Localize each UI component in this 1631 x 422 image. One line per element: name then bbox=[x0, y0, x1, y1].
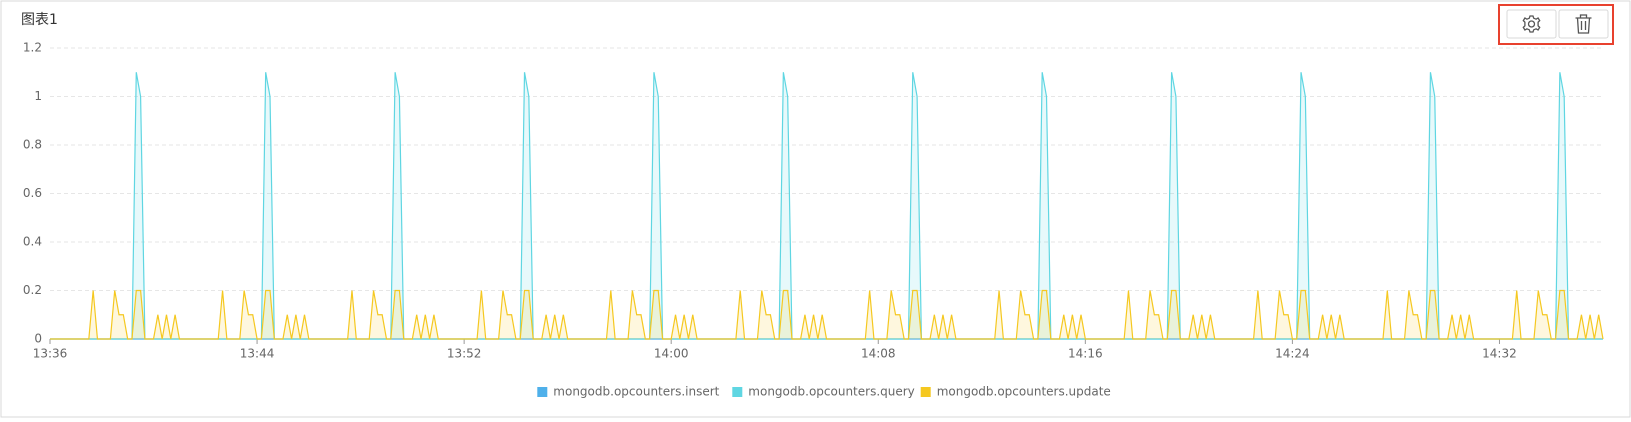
legend-swatch[interactable] bbox=[920, 387, 931, 397]
y-tick-label: 1.2 bbox=[23, 41, 42, 55]
y-tick-label: 1 bbox=[34, 89, 42, 103]
x-tick-label: 14:32 bbox=[1482, 347, 1517, 361]
highlight-box bbox=[1498, 4, 1614, 45]
gear-icon bbox=[1522, 15, 1541, 33]
legend-label[interactable]: mongodb.opcounters.query bbox=[748, 385, 914, 399]
y-tick-label: 0.4 bbox=[23, 235, 42, 249]
series-line bbox=[50, 289, 1604, 340]
x-tick-label: 14:08 bbox=[861, 347, 896, 361]
x-tick-label: 13:44 bbox=[240, 347, 275, 361]
toolbar bbox=[1498, 4, 1614, 45]
legend-label[interactable]: mongodb.opcounters.insert bbox=[553, 385, 719, 399]
trash-icon bbox=[1575, 14, 1592, 34]
y-tick-label: 0.8 bbox=[23, 138, 42, 152]
y-tick-label: 0.6 bbox=[23, 186, 42, 200]
x-tick-label: 14:00 bbox=[654, 347, 689, 361]
y-tick-label: 0 bbox=[34, 332, 42, 346]
legend-swatch[interactable] bbox=[732, 387, 743, 397]
settings-button[interactable] bbox=[1506, 9, 1557, 39]
x-tick-label: 14:16 bbox=[1068, 347, 1103, 361]
delete-button[interactable] bbox=[1558, 9, 1609, 39]
legend-label[interactable]: mongodb.opcounters.update bbox=[937, 385, 1111, 399]
legend-swatch[interactable] bbox=[537, 387, 548, 397]
x-tick-label: 13:36 bbox=[33, 347, 68, 361]
x-tick-label: 14:24 bbox=[1275, 347, 1310, 361]
chart-title: 图表1 bbox=[21, 12, 58, 28]
x-tick-label: 13:52 bbox=[447, 347, 482, 361]
y-tick-label: 0.2 bbox=[23, 283, 42, 297]
